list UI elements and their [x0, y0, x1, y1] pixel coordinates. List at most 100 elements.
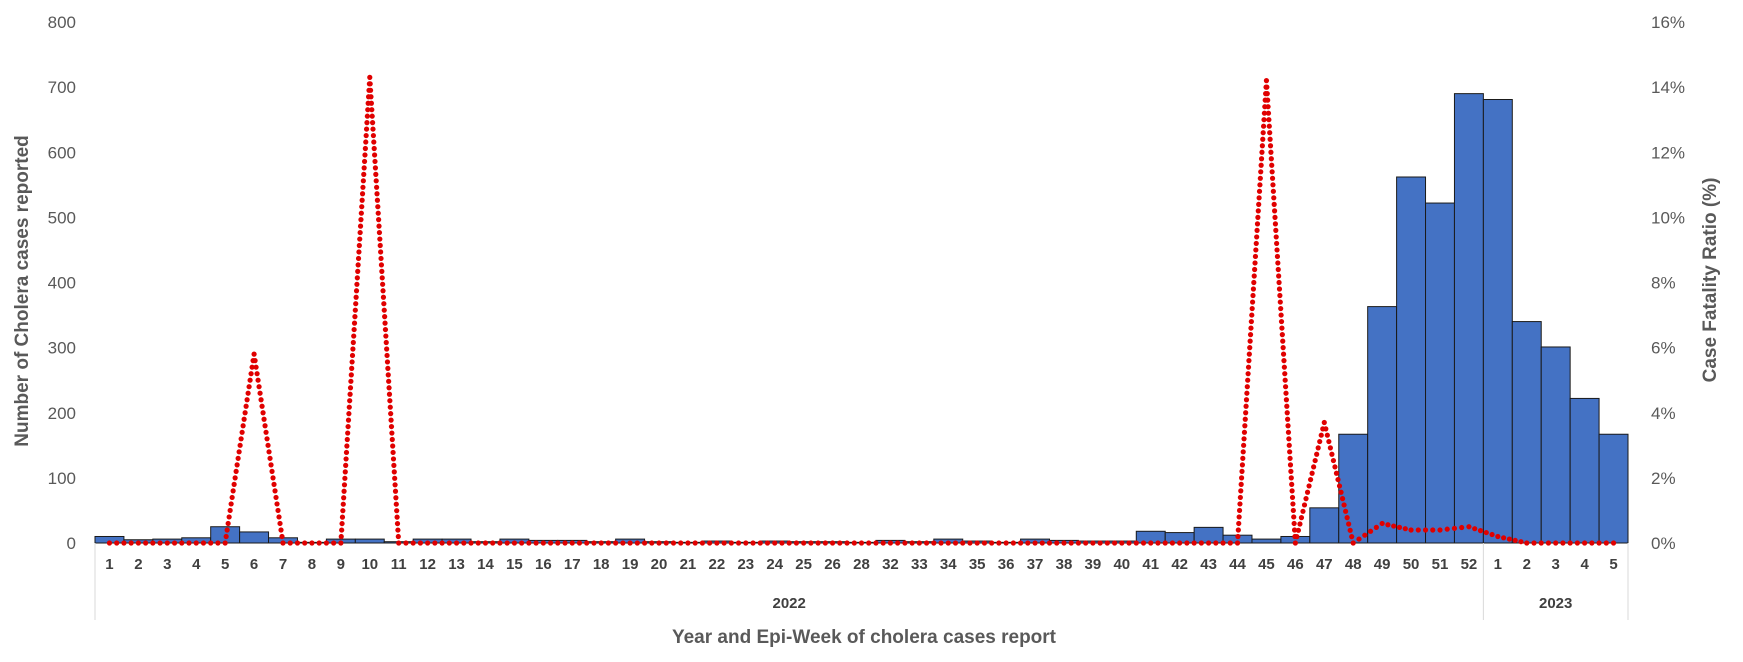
cfr-dot: [1391, 523, 1397, 529]
cfr-dot: [1267, 130, 1273, 136]
cfr-dot: [1246, 351, 1252, 357]
x-tick-label: 43: [1200, 556, 1217, 573]
cfr-dot: [387, 404, 393, 410]
cfr-dot: [371, 145, 377, 152]
x-tick-label: 10: [361, 556, 378, 573]
cfr-dot: [266, 449, 272, 455]
cfr-dot: [391, 469, 397, 475]
cfr-dot: [1346, 521, 1352, 527]
cfr-dot: [395, 527, 401, 533]
cfr-dot: [815, 540, 821, 546]
left-axis-tick-label: 300: [48, 339, 76, 358]
cfr-dot: [258, 397, 264, 403]
cfr-dot: [1459, 524, 1465, 531]
cfr-dot: [1408, 527, 1414, 533]
x-tick-label: 23: [737, 556, 754, 573]
cfr-dot: [1290, 507, 1296, 514]
cfr-dot: [230, 488, 236, 494]
cfr-dot: [1506, 536, 1513, 542]
cfr-dot: [1265, 97, 1271, 103]
cfr-dot: [268, 462, 274, 468]
cfr-dot: [244, 397, 250, 403]
cfr-dot: [349, 365, 355, 371]
cfr-dot: [1284, 410, 1290, 416]
cfr-dot: [1301, 502, 1308, 508]
cfr-dot: [367, 81, 373, 87]
cfr-dot: [598, 540, 604, 546]
cases-bar: [1425, 202, 1455, 544]
cfr-dot: [1025, 540, 1031, 546]
x-tick-label: 17: [564, 556, 581, 573]
cfr-dot: [1538, 540, 1544, 546]
cfr-dot: [287, 540, 293, 546]
x-tick-label: 35: [969, 556, 986, 573]
cfr-dot: [378, 249, 384, 255]
cfr-dot: [446, 540, 452, 546]
cfr-dot: [1245, 371, 1251, 377]
cfr-dot: [858, 540, 865, 546]
cfr-dot: [358, 210, 364, 216]
cfr-dot: [253, 364, 259, 370]
cfr-dot: [1083, 540, 1089, 546]
cfr-dot: [346, 404, 352, 410]
cfr-dot: [1267, 143, 1274, 149]
cases-bar: [1309, 507, 1340, 544]
cfr-dot: [1285, 423, 1291, 429]
cfr-dot: [367, 87, 374, 93]
cfr-dot: [1524, 540, 1530, 546]
cfr-dot: [663, 540, 669, 546]
cfr-dot: [895, 540, 901, 546]
cfr-dot: [396, 540, 402, 546]
cfr-dot: [309, 540, 315, 546]
cfr-dot: [1531, 540, 1537, 546]
cfr-dot: [562, 540, 568, 546]
cfr-dot: [362, 145, 368, 152]
cfr-dot: [1252, 260, 1258, 266]
cfr-dot: [1258, 156, 1265, 162]
cfr-dot: [341, 495, 347, 501]
cfr-dot: [355, 255, 362, 262]
cfr-dot: [1274, 240, 1280, 247]
x-tick-label: 1: [105, 556, 113, 573]
x-tick-label: 45: [1258, 556, 1275, 573]
cfr-dot: [822, 540, 828, 546]
cfr-dot: [391, 462, 397, 468]
x-tick-label: 2: [1523, 556, 1531, 573]
cfr-dot: [1032, 540, 1038, 546]
cfr-dot: [378, 255, 384, 262]
cfr-dot: [1271, 201, 1277, 207]
cfr-dot: [743, 540, 749, 546]
cfr-dot: [649, 540, 655, 546]
cfr-dot: [960, 540, 966, 546]
cfr-dot: [382, 320, 388, 326]
cfr-dot: [368, 94, 374, 100]
x-tick-label: 47: [1316, 556, 1333, 573]
cfr-dot: [375, 210, 381, 216]
x-tick-label: 42: [1171, 556, 1188, 573]
cfr-dot: [1596, 540, 1602, 546]
cfr-dot: [808, 540, 814, 546]
x-tick-label: 48: [1345, 556, 1362, 573]
x-tick-label: 1: [1494, 556, 1502, 573]
cfr-dot: [377, 242, 383, 249]
cfr-dot: [372, 165, 379, 171]
cfr-dot: [786, 540, 792, 546]
cfr-dot: [376, 223, 382, 229]
cfr-dot: [1268, 149, 1274, 155]
cases-bar: [1338, 433, 1369, 544]
cfr-dot: [1278, 318, 1285, 325]
cfr-dot: [1306, 483, 1312, 489]
cfr-dot: [1264, 84, 1270, 90]
x-tick-label: 9: [337, 556, 345, 573]
cfr-dot: [343, 462, 349, 468]
cfr-dot: [341, 488, 347, 494]
cfr-dot: [228, 501, 234, 507]
cfr-dot: [357, 236, 363, 242]
cfr-dot: [1545, 540, 1552, 546]
x-tick-label: 26: [824, 556, 841, 573]
cfr-dot: [275, 507, 281, 514]
cfr-dot: [252, 358, 258, 364]
cfr-dot: [361, 158, 368, 165]
cfr-dot: [373, 171, 379, 177]
cfr-dot: [363, 126, 370, 132]
